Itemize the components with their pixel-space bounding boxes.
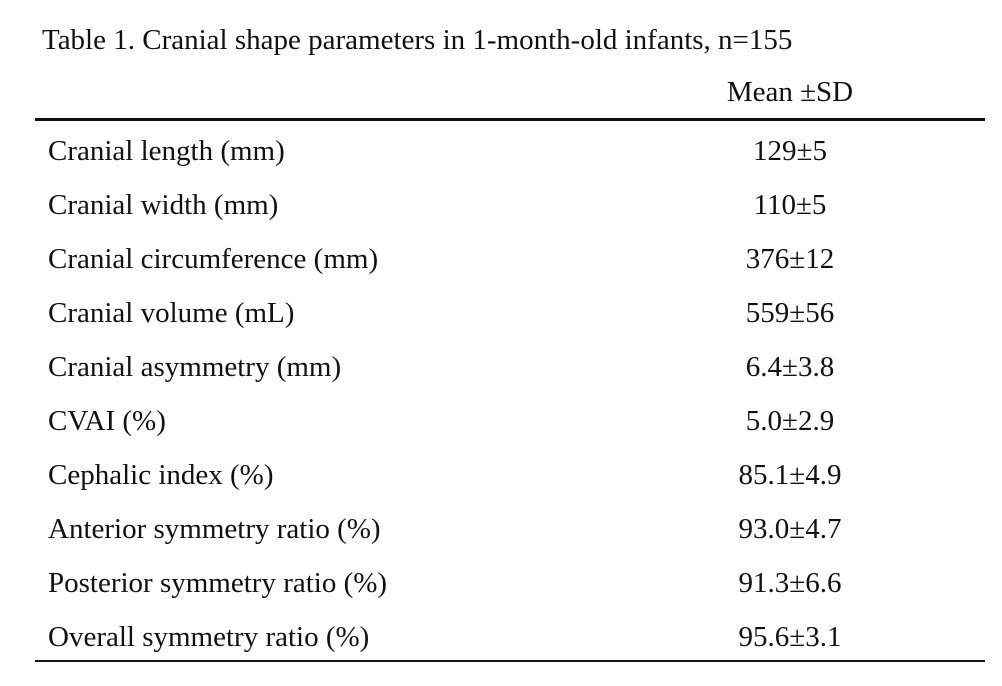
row-label: Posterior symmetry ratio (%): [48, 567, 388, 599]
row-label: Cranial volume (mL): [48, 297, 295, 329]
row-label: Cranial asymmetry (mm): [48, 351, 342, 383]
table-caption: Table 1. Cranial shape parameters in 1-m…: [42, 24, 793, 56]
table-row: Cranial volume (mL) 559±56: [0, 286, 1002, 340]
table-row: Cranial asymmetry (mm) 6.4±3.8: [0, 340, 1002, 394]
row-value: 93.0±4.7: [738, 513, 842, 545]
table-row: Cephalic index (%) 85.1±4.9: [0, 448, 1002, 502]
row-label: Overall symmetry ratio (%): [48, 621, 370, 653]
table-top-rule: [35, 118, 985, 121]
row-value: 85.1±4.9: [738, 459, 842, 491]
table-bottom-rule: [35, 660, 985, 662]
table-row: Anterior symmetry ratio (%) 93.0±4.7: [0, 502, 1002, 556]
table-row: Cranial circumference (mm) 376±12: [0, 232, 1002, 286]
table-row: Cranial width (mm) 110±5: [0, 178, 1002, 232]
row-value: 559±56: [745, 297, 835, 329]
table-row: Cranial length (mm) 129±5: [0, 124, 1002, 178]
column-header-mean-sd: Mean ±SD: [726, 76, 854, 108]
row-label: Cranial length (mm): [48, 135, 285, 167]
row-label: Cephalic index (%): [48, 459, 274, 491]
row-value: 95.6±3.1: [738, 621, 842, 653]
row-label: CVAI (%): [48, 405, 166, 437]
row-label: Anterior symmetry ratio (%): [48, 513, 381, 545]
row-value: 91.3±6.6: [738, 567, 842, 599]
table-row: CVAI (%) 5.0±2.9: [0, 394, 1002, 448]
row-label: Cranial width (mm): [48, 189, 279, 221]
row-value: 6.4±3.8: [745, 351, 835, 383]
row-value: 376±12: [745, 243, 835, 275]
row-label: Cranial circumference (mm): [48, 243, 379, 275]
table-row: Posterior symmetry ratio (%) 91.3±6.6: [0, 556, 1002, 610]
row-value: 110±5: [753, 189, 827, 221]
row-value: 5.0±2.9: [745, 405, 835, 437]
row-value: 129±5: [753, 135, 827, 167]
table-row: Overall symmetry ratio (%) 95.6±3.1: [0, 610, 1002, 664]
table-body: Cranial length (mm) 129±5 Cranial width …: [0, 124, 1002, 664]
